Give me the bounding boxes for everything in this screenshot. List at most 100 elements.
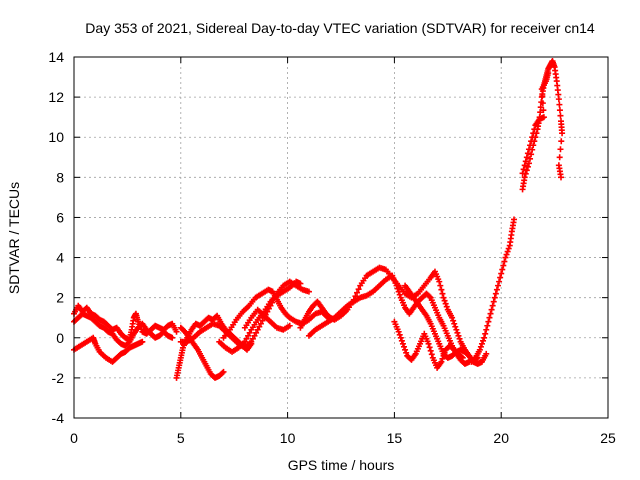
data-point <box>484 322 491 329</box>
data-point <box>556 101 563 108</box>
y-tick-label: 6 <box>56 209 64 225</box>
y-tick-labels: -4 -2 0 2 4 6 8 10 12 14 <box>48 49 64 426</box>
data-point <box>498 270 505 277</box>
data-point <box>494 282 501 289</box>
data-point <box>442 300 449 307</box>
data-point <box>471 355 478 362</box>
y-tick-label: -4 <box>52 410 65 426</box>
data-point <box>451 320 458 327</box>
data-series-track-1 <box>71 334 146 365</box>
x-axis-label: GPS time / hours <box>288 457 395 473</box>
data-point <box>487 310 494 317</box>
data-point <box>485 318 492 325</box>
data-point <box>476 346 483 353</box>
data-point <box>438 286 445 293</box>
data-point <box>558 138 565 145</box>
y-tick-label: 4 <box>56 250 64 266</box>
data-point <box>525 160 532 167</box>
x-tick-label: 10 <box>280 430 296 446</box>
data-point <box>458 353 465 360</box>
data-point <box>253 329 260 336</box>
data-point <box>449 314 456 321</box>
data-point <box>428 351 435 358</box>
data-points <box>71 58 566 381</box>
data-point <box>478 340 485 347</box>
data-point <box>540 107 547 114</box>
data-point <box>438 358 445 365</box>
data-point <box>251 332 258 339</box>
chart-title: Day 353 of 2021, Sidereal Day-to-day VTE… <box>85 20 595 36</box>
data-point <box>393 282 400 289</box>
data-point <box>427 347 434 354</box>
data-point <box>497 274 504 281</box>
x-tick-label: 20 <box>493 430 509 446</box>
data-point <box>139 338 146 345</box>
data-point <box>403 349 410 356</box>
y-tick-label: 0 <box>56 330 64 346</box>
plot-frame <box>73 56 609 419</box>
data-point <box>173 328 180 335</box>
data-point <box>455 332 462 339</box>
data-series-track-16 <box>519 70 552 177</box>
data-point <box>521 174 528 181</box>
data-point <box>558 174 565 181</box>
x-tick-label: 0 <box>70 430 78 446</box>
data-point <box>243 335 250 342</box>
data-point <box>443 303 450 310</box>
data-point <box>459 354 466 361</box>
y-tick-label: -2 <box>52 370 65 386</box>
data-series-track-14 <box>468 216 518 365</box>
data-point <box>436 278 443 285</box>
y-tick-label: 2 <box>56 290 64 306</box>
data-point <box>286 322 293 329</box>
data-point <box>482 330 489 337</box>
data-point <box>523 154 530 161</box>
data-point <box>440 294 447 301</box>
data-point <box>125 339 132 346</box>
y-tick-label: 8 <box>56 169 64 185</box>
data-point <box>241 338 248 345</box>
data-point <box>355 286 362 293</box>
grid <box>74 57 608 418</box>
data-point <box>248 338 255 345</box>
data-point <box>488 306 495 313</box>
data-point <box>539 100 546 107</box>
data-point <box>456 335 463 342</box>
data-point <box>395 288 402 295</box>
data-point <box>545 70 552 77</box>
data-point <box>528 151 535 158</box>
data-point <box>500 262 507 269</box>
data-point <box>505 245 512 252</box>
data-point <box>426 344 433 351</box>
axis-ticks <box>73 56 609 419</box>
data-point <box>537 104 544 111</box>
data-point <box>450 317 457 324</box>
data-point <box>528 138 535 145</box>
data-point <box>249 335 256 342</box>
data-point <box>491 294 498 301</box>
data-point <box>453 326 460 333</box>
data-point <box>527 155 534 162</box>
data-point <box>539 93 546 100</box>
data-point <box>531 126 538 133</box>
data-point <box>480 337 487 344</box>
data-point <box>483 326 490 333</box>
data-point <box>524 150 531 157</box>
data-point <box>540 114 547 121</box>
y-tick-label: 10 <box>48 129 64 145</box>
data-point <box>520 166 527 173</box>
data-point <box>219 369 226 376</box>
data-series-track-5 <box>177 324 227 381</box>
data-point <box>493 286 500 293</box>
data-point <box>481 334 488 341</box>
data-point <box>483 350 490 357</box>
x-tick-label: 5 <box>177 430 185 446</box>
data-point <box>519 170 526 177</box>
data-point <box>259 317 266 324</box>
data-point <box>522 158 529 165</box>
data-point <box>502 254 509 261</box>
data-point <box>556 107 563 114</box>
data-point <box>556 154 563 161</box>
